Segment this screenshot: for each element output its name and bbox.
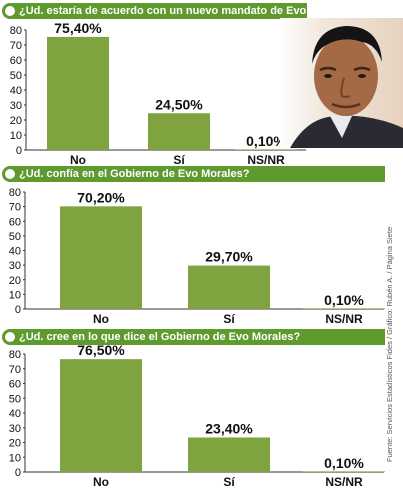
y-tick-label: 30: [9, 260, 21, 272]
y-tick-label: 70: [9, 202, 21, 214]
chart2-title: ¿Ud. confía en el Gobierno de Evo Morale…: [19, 168, 250, 180]
bar: [60, 359, 142, 472]
y-tick-label: 0: [15, 467, 21, 479]
data-label: 70,20%: [77, 189, 125, 205]
bar: [47, 36, 109, 150]
y-tick-label: 10: [10, 130, 22, 142]
y-tick-label: 50: [10, 70, 22, 82]
category-label: No: [93, 475, 109, 489]
data-label: 0,10%: [324, 292, 364, 308]
category-label: NS/NR: [247, 153, 285, 167]
y-tick-label: 30: [10, 100, 22, 112]
y-tick-label: 60: [9, 379, 21, 391]
y-tick-label: 0: [16, 145, 22, 157]
bar: [60, 206, 142, 309]
y-tick-label: 50: [9, 393, 21, 405]
y-tick-label: 0: [15, 304, 21, 316]
bullet-icon: [5, 169, 15, 179]
bar: [188, 265, 270, 309]
chart2-header: ¿Ud. confía en el Gobierno de Evo Morale…: [2, 166, 385, 182]
y-tick-label: 20: [9, 275, 21, 287]
bullet-icon: [5, 332, 15, 342]
bar: [303, 308, 385, 309]
bar: [148, 113, 210, 150]
y-tick-label: 80: [10, 25, 22, 37]
y-tick-label: 70: [9, 364, 21, 376]
category-label: Sí: [223, 475, 235, 489]
data-label: 24,50%: [155, 96, 203, 112]
category-label: Sí: [223, 312, 235, 326]
category-label: No: [70, 153, 86, 167]
data-label: 0,10%: [324, 455, 364, 471]
y-tick-label: 60: [10, 55, 22, 67]
bar: [188, 437, 270, 472]
chart1-header: ¿Ud. estaría de acuerdo con un nuevo man…: [2, 3, 358, 19]
y-tick-label: 40: [9, 246, 21, 258]
bullet-icon: [5, 6, 15, 16]
data-label: 0,10%: [246, 133, 286, 149]
y-tick-label: 60: [9, 216, 21, 228]
source-note: Fuente: Servicios Estadísticos Fides / G…: [385, 226, 394, 462]
y-tick-label: 10: [9, 452, 21, 464]
bar: [235, 149, 297, 150]
category-label: Sí: [173, 153, 185, 167]
y-tick-label: 30: [9, 423, 21, 435]
data-label: 29,70%: [205, 249, 253, 265]
y-tick-label: 10: [9, 289, 21, 301]
y-tick-label: 70: [10, 40, 22, 52]
chart2: 0 10 20 30 40 50 60 70 80 70,20% No 29,70% Sí 0,10% NS…: [9, 187, 385, 326]
data-label: 76,50%: [77, 342, 125, 358]
data-label: 23,40%: [205, 420, 253, 436]
category-label: NS/NR: [325, 475, 363, 489]
y-tick-label: 40: [9, 408, 21, 420]
chart3-header: ¿Ud. cree en lo que dice el Gobierno de …: [2, 329, 385, 345]
chart1: 0 10 20 30 40 50 60 70 80 75,40% No 24,50% Sí 0,10% NS…: [10, 20, 306, 167]
y-tick-label: 40: [10, 85, 22, 97]
data-label: 75,40%: [54, 20, 102, 36]
portrait-photo: [280, 18, 403, 148]
category-label: No: [93, 312, 109, 326]
category-label: NS/NR: [325, 312, 363, 326]
y-tick-label: 20: [9, 438, 21, 450]
y-tick-label: 80: [9, 349, 21, 361]
bar: [303, 471, 385, 472]
y-tick-label: 20: [10, 115, 22, 127]
chart3-title: ¿Ud. cree en lo que dice el Gobierno de …: [19, 331, 301, 343]
y-tick-label: 50: [9, 231, 21, 243]
y-tick-label: 80: [9, 187, 21, 199]
chart3: 0 10 20 30 40 50 60 70 80 76,50% No 23,40% Sí 0,10% NS…: [9, 342, 385, 489]
chart1-title: ¿Ud. estaría de acuerdo con un nuevo man…: [19, 5, 358, 17]
